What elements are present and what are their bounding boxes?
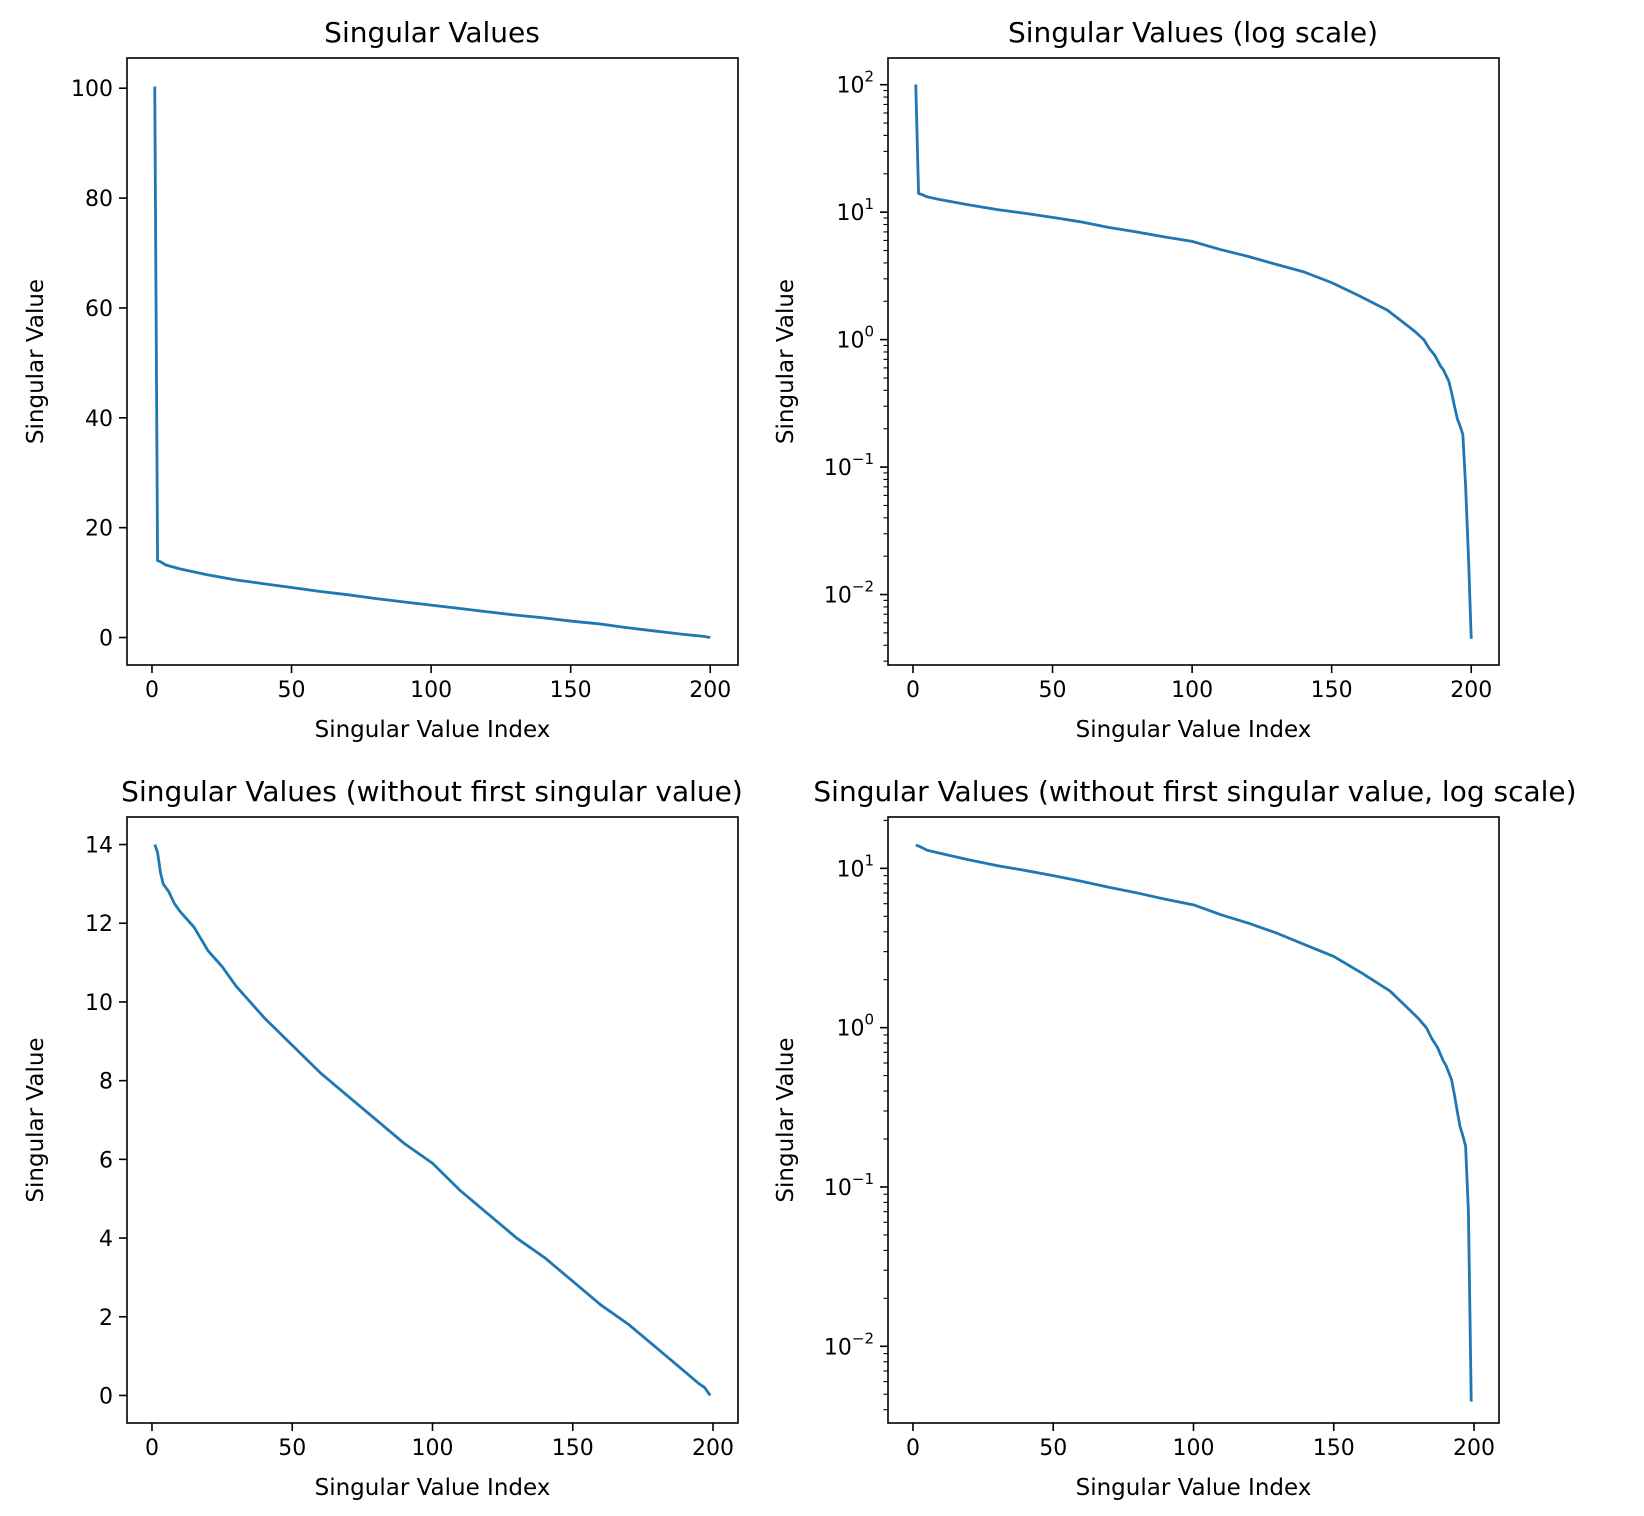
y-tick-label: 100	[836, 1011, 874, 1042]
x-axis-label: Singular Value Index	[1076, 717, 1312, 743]
axes-frame	[126, 57, 739, 666]
x-tick-label: 150	[1311, 678, 1353, 703]
y-tick-exponent: −2	[852, 1329, 874, 1347]
y-tick-exponent: 1	[864, 195, 874, 213]
chart-title: Singular Values (log scale)	[1008, 16, 1378, 49]
y-tick-exponent: −2	[852, 578, 874, 596]
y-tick-label: 10−2	[824, 578, 874, 609]
y-tick-label: 8	[99, 1070, 113, 1095]
x-tick-label: 150	[550, 678, 592, 703]
y-tick-label: 2	[99, 1306, 113, 1331]
x-tick-label: 0	[145, 1436, 159, 1461]
y-tick-label: 10−2	[824, 1329, 874, 1360]
y-axis-label: Singular Value	[773, 279, 799, 444]
series-line	[914, 84, 1473, 639]
x-tick-label: 100	[412, 1436, 454, 1461]
x-tick-label: 50	[278, 678, 306, 703]
x-tick-label: 50	[1039, 1436, 1067, 1461]
y-tick-label: 10	[85, 991, 113, 1016]
y-tick-label: 10−1	[824, 1170, 874, 1201]
x-tick-label: 200	[1453, 1436, 1495, 1461]
y-tick-exponent: −1	[852, 1170, 874, 1188]
series-line	[153, 86, 711, 639]
x-tick-label: 200	[692, 1436, 734, 1461]
x-tick-label: 150	[552, 1436, 594, 1461]
x-axis-label: Singular Value Index	[315, 1475, 551, 1501]
x-tick-label: 200	[689, 678, 731, 703]
x-tick-label: 0	[906, 678, 920, 703]
y-axis-label: Singular Value	[773, 1037, 799, 1202]
y-tick-base: 10	[836, 329, 864, 354]
y-tick-label: 100	[836, 323, 874, 354]
y-tick-label: 102	[836, 68, 874, 99]
chart-title: Singular Values (without first singular …	[813, 775, 1576, 808]
x-tick-label: 200	[1450, 678, 1492, 703]
y-tick-label: 60	[85, 297, 113, 322]
y-tick-base: 10	[824, 584, 852, 609]
y-tick-label: 100	[71, 77, 113, 102]
x-tick-label: 50	[278, 1436, 306, 1461]
y-tick-base: 10	[836, 857, 864, 882]
series-line	[153, 844, 712, 1397]
series-line	[915, 843, 1473, 1402]
y-tick-label: 12	[85, 912, 113, 937]
chart-title: Singular Values	[324, 16, 540, 49]
y-tick-label: 40	[85, 407, 113, 432]
y-tick-label: 14	[85, 834, 113, 859]
y-tick-base: 10	[824, 456, 852, 481]
x-tick-label: 100	[410, 678, 452, 703]
y-tick-label: 20	[85, 517, 113, 542]
y-tick-exponent: 1	[864, 851, 874, 869]
y-tick-label: 0	[99, 627, 113, 652]
x-tick-label: 0	[906, 1436, 920, 1461]
y-axis-label: Singular Value	[23, 279, 49, 444]
x-axis-label: Singular Value Index	[315, 717, 551, 743]
y-axis-label: Singular Value	[23, 1037, 49, 1202]
chart-panel-2: Singular Values (log scale)0 50 100 150 2001…	[773, 16, 1500, 743]
axes-frame	[887, 57, 1500, 666]
y-tick-label: 101	[836, 195, 874, 226]
y-tick-label: 10−1	[824, 450, 874, 481]
y-tick-exponent: 0	[864, 323, 874, 341]
chart-panel-3: Singular Values (without first singular …	[23, 775, 743, 1501]
y-tick-base: 10	[836, 74, 864, 99]
x-tick-label: 150	[1313, 1436, 1355, 1461]
y-tick-label: 101	[836, 851, 874, 882]
chart-panel-4: Singular Values (without first singular …	[773, 775, 1577, 1501]
y-tick-label: 80	[85, 187, 113, 212]
y-tick-exponent: 2	[864, 68, 874, 86]
x-axis-label: Singular Value Index	[1076, 1475, 1312, 1501]
y-tick-exponent: 0	[864, 1011, 874, 1029]
y-tick-base: 10	[824, 1335, 852, 1360]
x-tick-label: 0	[145, 678, 159, 703]
y-tick-label: 4	[99, 1227, 113, 1252]
chart-title: Singular Values (without first singular …	[121, 775, 743, 808]
x-tick-label: 50	[1039, 678, 1067, 703]
y-tick-base: 10	[836, 201, 864, 226]
y-tick-exponent: −1	[852, 450, 874, 468]
y-tick-label: 0	[99, 1384, 113, 1409]
y-tick-base: 10	[824, 1176, 852, 1201]
x-tick-label: 100	[1173, 1436, 1215, 1461]
y-tick-base: 10	[836, 1017, 864, 1042]
x-tick-label: 100	[1171, 678, 1213, 703]
chart-panel-1: Singular Values 0 50 100 150 200 0 20 40 60 80 100 S…	[23, 16, 739, 743]
y-tick-label: 6	[99, 1148, 113, 1173]
